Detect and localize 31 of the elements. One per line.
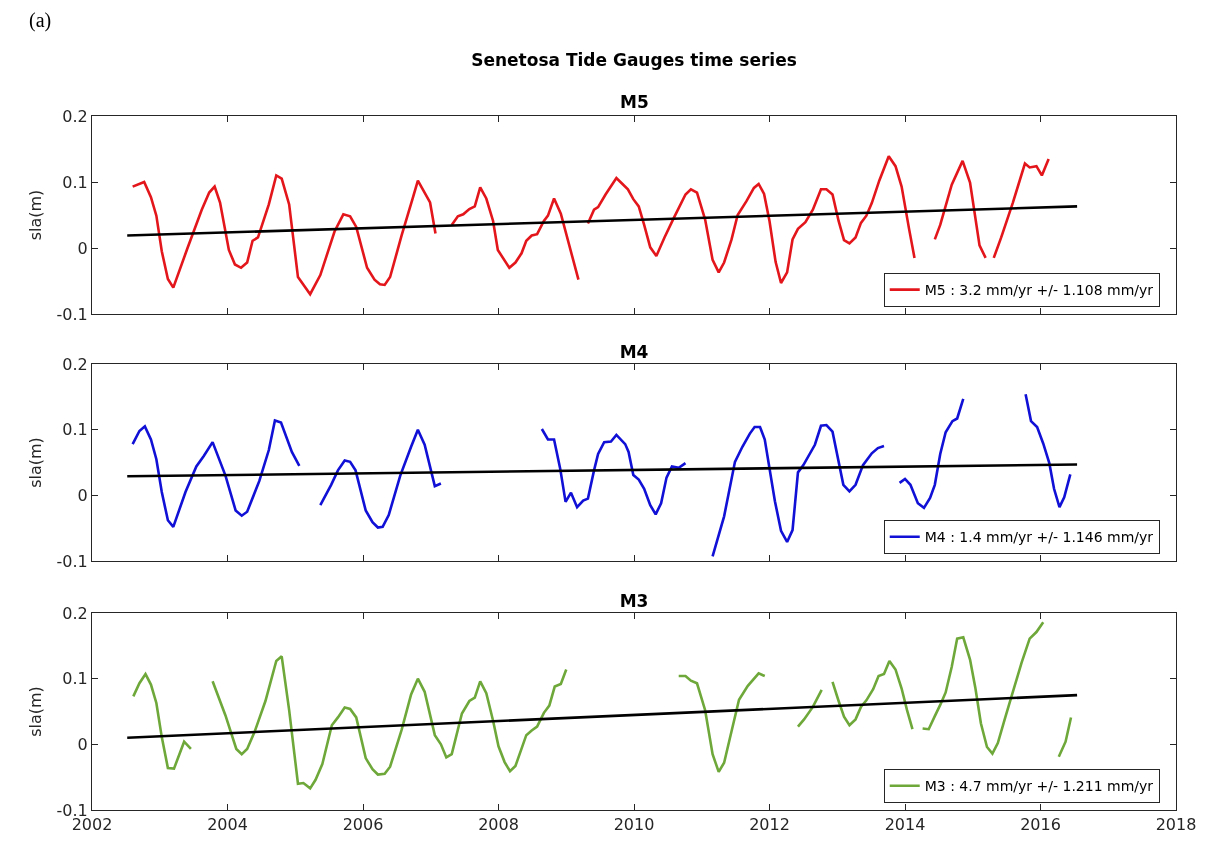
y-tick-label: 0 [77,238,88,258]
x-tick-label: 2012 [749,815,790,835]
x-tick-label: 2014 [884,815,926,835]
y-tick-label: 0.1 [62,420,88,440]
y-tick-label: 0.2 [62,354,88,374]
x-tick-label: 2010 [613,815,655,835]
y-tick-label: 0 [77,485,88,505]
legend-label: M3 : 4.7 mm/yr +/- 1.211 mm/yr [924,778,1154,795]
y-tick-label: -0.1 [56,551,88,571]
y-axis-title: sla(m) [26,686,46,737]
y-axis-title: sla(m) [26,189,46,241]
chart-subtitle: M5 [620,92,649,112]
chart-title: M4 [619,342,649,362]
text: (a) [29,9,52,32]
x-tick-label: 2002 [71,815,113,835]
y-tick-label: 0.1 [62,172,88,192]
x-tick-label: 2018 [1155,815,1197,835]
x-tick-label: 2004 [207,815,248,835]
x-tick-label: 2006 [342,815,384,835]
y-tick-label: 0.2 [62,603,88,623]
legend-label: M4 : 1.4 mm/yr +/- 1.146 mm/yr [924,529,1154,546]
legend-label: M5 : 3.2 mm/yr +/- 1.108 mm/yr [924,282,1154,299]
chart-title: Senetosa Tide Gauges time series [471,50,797,70]
x-tick-label: 2008 [478,815,519,835]
y-tick-label: 0 [77,734,88,754]
y-axis-title: sla(m) [26,437,46,488]
y-tick-label: 0.2 [62,106,88,126]
y-tick-label: -0.1 [56,304,88,324]
y-tick-label: 0.1 [62,669,88,689]
x-tick-label: 2016 [1020,815,1061,835]
chart-title: M3 [619,591,649,611]
